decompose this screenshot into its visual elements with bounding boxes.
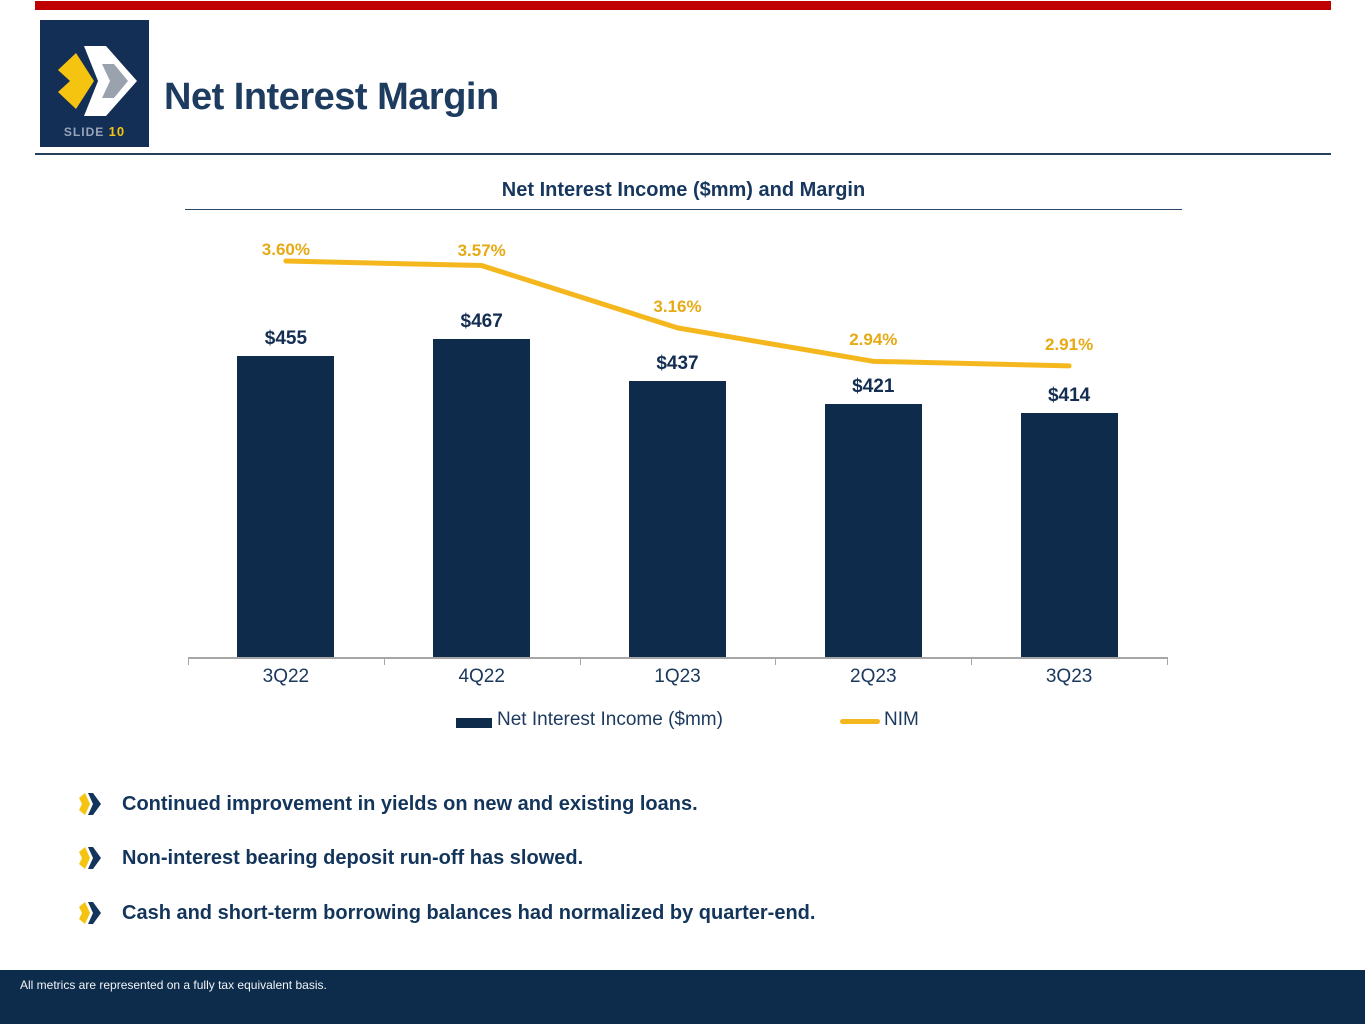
bullet-arrow-icon — [79, 793, 101, 815]
bar-3Q23 — [1020, 413, 1118, 657]
logo-arrow-icon — [58, 46, 137, 116]
footer-bar: All metrics are represented on a fully t… — [0, 970, 1365, 1024]
bar-value-label: $467 — [460, 311, 503, 333]
bullet-item: Non-interest bearing deposit run-off has… — [78, 844, 583, 872]
x-axis-tick — [1167, 657, 1168, 665]
bullet-text: Continued improvement in yields on new a… — [122, 792, 698, 815]
bar-value-label: $414 — [1047, 385, 1091, 407]
company-logo: SLIDE 10 — [40, 20, 149, 147]
x-axis-tick — [579, 657, 581, 665]
chart-plot-area: $455 3.60% 3Q22 $467 3.57% 4Q22 $437 3.16% 1Q23 $… — [185, 220, 1182, 732]
slide-badge-number: 10 — [108, 124, 126, 139]
bar-4Q22 — [433, 339, 531, 657]
x-axis-tick — [775, 657, 777, 665]
nim-line — [283, 258, 1072, 369]
bar-2Q23 — [824, 403, 922, 657]
legend-line-swatch — [840, 719, 880, 724]
x-axis-line — [188, 657, 1167, 659]
x-axis-tick — [383, 657, 385, 665]
category-label-3Q23: 3Q23 — [1045, 666, 1093, 687]
nim-value-label: 2.94% — [849, 330, 898, 350]
page-title: Net Interest Margin — [164, 76, 499, 118]
legend-bar-label: Net Interest Income ($mm) — [497, 709, 723, 730]
bullet-arrow-icon — [79, 847, 101, 869]
header-divider — [35, 153, 1331, 155]
nim-value-label: 3.60% — [261, 240, 310, 259]
bar-3Q22 — [237, 356, 335, 657]
slide-badge-label: SLIDE — [63, 125, 105, 139]
bullet-item: Continued improvement in yields on new a… — [78, 790, 698, 818]
chart-title: Net Interest Income ($mm) and Margin — [501, 179, 866, 201]
bullet-item: Cash and short-term borrowing balances h… — [78, 899, 815, 927]
category-label-1Q23: 1Q23 — [654, 666, 701, 687]
footer-note: All metrics are represented on a fully t… — [20, 978, 327, 992]
chart-title-divider — [185, 209, 1182, 210]
bar-1Q23 — [629, 381, 726, 657]
x-axis-tick — [188, 657, 189, 665]
category-label-4Q22: 4Q22 — [458, 666, 505, 687]
legend-bar-swatch — [456, 718, 492, 728]
bar-value-label: $421 — [852, 375, 895, 397]
bar-value-label: $437 — [656, 353, 699, 375]
slide-number-badge: SLIDE 10 — [40, 124, 149, 139]
legend-line-label: NIM — [884, 709, 919, 730]
nim-value-label: 3.16% — [653, 296, 702, 316]
bullet-text: Cash and short-term borrowing balances h… — [122, 901, 816, 924]
category-label-3Q22: 3Q22 — [262, 666, 310, 687]
category-label-2Q23: 2Q23 — [850, 666, 897, 687]
nim-value-label: 2.91% — [1044, 334, 1094, 354]
bullet-text: Non-interest bearing deposit run-off has… — [122, 846, 584, 869]
bullet-arrow-icon — [79, 902, 101, 924]
x-axis-tick — [971, 657, 973, 665]
bar-value-label: $455 — [264, 328, 308, 349]
nim-value-label: 3.57% — [457, 240, 506, 260]
top-accent-bar — [35, 1, 1331, 10]
